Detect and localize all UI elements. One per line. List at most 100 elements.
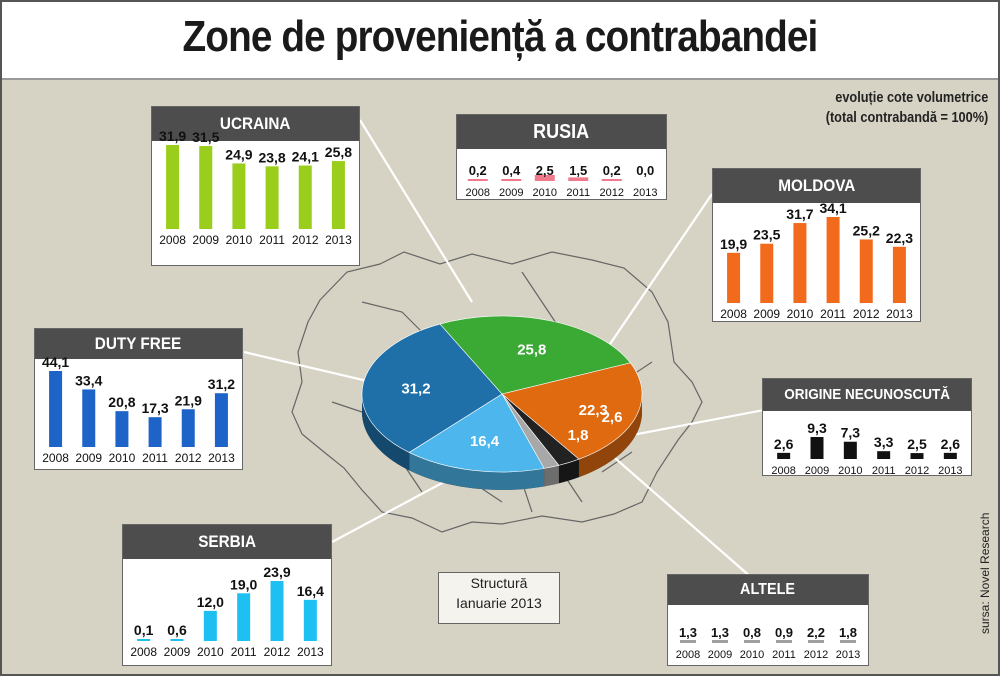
title-bar: Zone de proveniență a contrabandei (2, 2, 998, 80)
year-label: 2008 (676, 649, 700, 661)
chart-box-duty-free: DUTY FREE 44,1 2008 33,4 2009 20,8 2010 17,3 201… (34, 328, 243, 470)
bar (568, 177, 589, 181)
year-label: 2009 (805, 465, 829, 475)
data-label: 0,6 (167, 622, 187, 638)
data-label: 31,9 (159, 128, 186, 144)
year-label: 2012 (175, 451, 202, 465)
data-label: 1,3 (711, 625, 729, 640)
data-label: 34,1 (819, 200, 846, 216)
year-label: 2008 (159, 233, 186, 247)
data-label: 31,5 (192, 129, 219, 145)
data-label: 0,1 (134, 622, 154, 638)
pie-label-3: 1,8 (568, 427, 589, 444)
year-label: 2009 (75, 451, 102, 465)
bar (298, 165, 312, 229)
bar (793, 223, 807, 303)
chart-title-text: ORIGINE NECUNOSCUTĂ (784, 386, 950, 403)
data-label: 20,8 (108, 394, 135, 410)
year-label: 2010 (533, 187, 557, 199)
data-label: 23,9 (263, 564, 290, 580)
data-label: 2,2 (807, 625, 825, 640)
data-label: 2,6 (941, 436, 961, 452)
year-label: 2008 (771, 465, 795, 475)
bar (181, 409, 195, 447)
pie-label-2: 2,6 (602, 409, 623, 426)
chart-title-text: RUSIA (533, 121, 590, 143)
data-label: 0,0 (636, 163, 654, 178)
bar (859, 239, 873, 303)
bar (680, 640, 696, 643)
bar (265, 166, 279, 229)
pie-side-3 (544, 465, 559, 487)
year-label: 2010 (740, 649, 764, 661)
year-label: 2009 (753, 307, 780, 321)
bar (808, 640, 824, 643)
data-label: 31,7 (786, 206, 813, 222)
bar (760, 243, 774, 303)
source-note: sursa: Novel Research (978, 484, 992, 634)
chart-title: UCRAINA (152, 107, 359, 141)
bar (237, 593, 251, 641)
bar (777, 452, 791, 459)
data-label: 12,0 (197, 594, 224, 610)
bar (467, 179, 488, 181)
chart-title: MOLDOVA (713, 169, 920, 203)
data-label: 2,5 (907, 436, 927, 452)
chart-note: evoluție cote volumetrice (total contrab… (825, 88, 988, 128)
year-label: 2009 (164, 645, 191, 659)
bar-chart: 44,1 2008 33,4 2009 20,8 2010 17,3 2011 21,9 2012… (42, 354, 235, 465)
year-label: 2013 (297, 645, 324, 659)
year-label: 2013 (886, 307, 913, 321)
year-label: 2012 (853, 307, 880, 321)
data-label: 1,8 (839, 625, 857, 640)
data-label: 23,5 (753, 227, 780, 243)
year-label: 2013 (633, 187, 657, 199)
bar-chart: 1,3 2008 1,3 2009 0,8 2010 0,9 2011 2,2 2012 1,8 20… (676, 625, 860, 661)
data-label: 33,4 (75, 372, 102, 388)
pie-label-5: 31,2 (401, 381, 430, 398)
pie-slice-1 (501, 362, 643, 460)
year-label: 2012 (292, 233, 319, 247)
bar (943, 452, 957, 459)
chart-title: SERBIA (123, 525, 331, 559)
chart-title: DUTY FREE (35, 329, 242, 359)
year-label: 2010 (787, 307, 814, 321)
data-label: 16,4 (297, 583, 324, 599)
data-label: 17,3 (141, 400, 168, 416)
bar (840, 640, 856, 643)
year-label: 2008 (720, 307, 747, 321)
year-label: 2009 (192, 233, 219, 247)
note-line-1: evoluție cote volumetrice (834, 89, 988, 106)
chart-title-text: DUTY FREE (95, 334, 182, 353)
bar-chart: 2,6 2008 9,3 2009 7,3 2010 3,3 2011 2,5 2012 2,6 20… (771, 420, 962, 475)
data-label: 31,2 (208, 376, 235, 392)
bar (601, 179, 622, 181)
chart-box-serbia: SERBIA 0,1 2008 0,6 2009 12,0 2010 19,0 2011 23,9… (122, 524, 332, 666)
bar (877, 451, 891, 459)
bar (115, 411, 129, 447)
data-label: 7,3 (841, 425, 861, 441)
bar (82, 389, 96, 447)
bar (148, 417, 162, 447)
chart-title: RUSIA (457, 115, 666, 149)
year-label: 2010 (226, 233, 253, 247)
data-label: 0,2 (469, 163, 487, 178)
data-label: 1,3 (679, 625, 697, 640)
chart-box-origine-necunoscuta: ORIGINE NECUNOSCUTĂ 2,6 2008 9,3 2009 7,3 2010… (762, 378, 972, 476)
pie-side-4 (409, 452, 545, 490)
chart-box-rusia: RUSIA 0,2 2008 0,4 2009 2,5 2010 1,5 2011 0,2 2012… (456, 114, 667, 200)
pie-label-4: 16,4 (470, 433, 500, 450)
data-label: 19,0 (230, 576, 257, 592)
bar (49, 371, 63, 447)
bar (270, 581, 284, 641)
year-label: 2011 (820, 307, 846, 321)
bar-chart: 0,2 2008 0,4 2009 2,5 2010 1,5 2011 0,2 2012 0,0 20… (466, 163, 658, 199)
data-label: 3,3 (874, 434, 894, 450)
year-label: 2012 (264, 645, 291, 659)
structure-line-1: Structură (470, 575, 528, 591)
bar (232, 163, 246, 229)
chart-box-ucraina: UCRAINA 31,9 2008 31,5 2009 24,9 2010 23,8 2011 2… (151, 106, 360, 266)
year-label: 2010 (838, 465, 862, 475)
data-label: 2,6 (774, 436, 794, 452)
